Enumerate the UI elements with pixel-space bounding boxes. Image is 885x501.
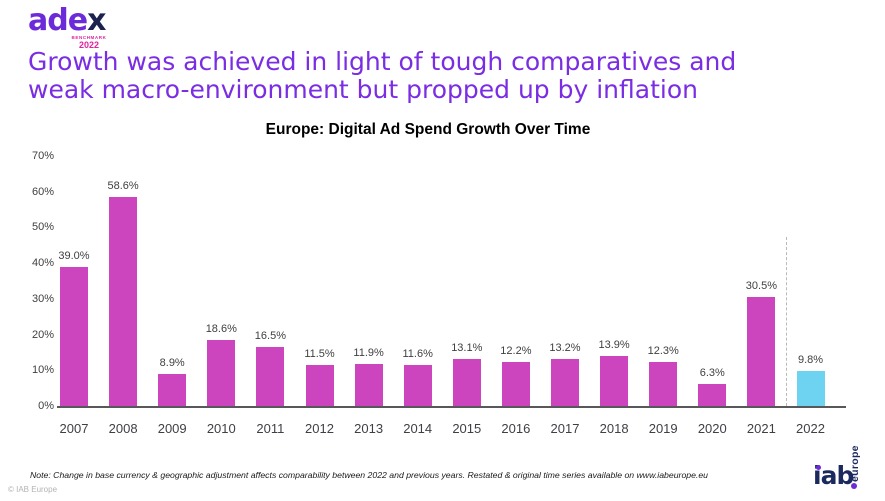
x-axis-label: 2019 <box>648 421 678 436</box>
x-axis-label: 2017 <box>550 421 580 436</box>
x-axis-label: 2009 <box>157 421 187 436</box>
bar-2016 <box>501 362 530 406</box>
bar-value-label: 13.9% <box>598 339 630 352</box>
bar-2018 <box>600 356 629 406</box>
iab-logo-period-dot <box>851 483 857 489</box>
bar-2015 <box>452 359 481 406</box>
y-axis-tick: 50% <box>31 221 54 234</box>
y-axis-tick: 40% <box>31 257 54 270</box>
adex-logo: adex BENCHMARK 2022 <box>28 3 106 51</box>
adex-logo-subtext: BENCHMARK 2022 <box>64 35 114 50</box>
iab-europe-logo: iab europe <box>813 436 871 494</box>
y-axis-tick: 70% <box>31 150 54 162</box>
page-title-line2: weak macro-environment but propped up by… <box>28 75 698 104</box>
bar-value-label: 11.5% <box>304 347 335 360</box>
x-axis-label: 2010 <box>206 421 236 436</box>
x-axis-label: 2022 <box>796 421 825 436</box>
adex-logo-wordmark: adex <box>28 3 106 38</box>
x-axis-label: 2018 <box>599 421 629 436</box>
bar-value-label: 58.6% <box>107 179 139 192</box>
bar-2009 <box>158 374 187 406</box>
bar-2010 <box>207 339 236 406</box>
bar-2012 <box>305 364 334 406</box>
bar-value-label: 16.5% <box>254 330 286 343</box>
iab-logo-i-dot <box>816 465 821 470</box>
bar-2022 <box>796 371 825 406</box>
bar-value-label: 18.6% <box>205 322 237 335</box>
bar-value-label: 13.1% <box>451 342 483 355</box>
bar-value-label: 8.9% <box>159 357 185 370</box>
x-axis-label: 2015 <box>452 421 482 436</box>
y-axis-tick: 20% <box>31 328 54 341</box>
bar-value-label: 12.2% <box>500 345 532 358</box>
bar-2021 <box>747 297 776 406</box>
bar-2007 <box>60 266 88 406</box>
x-axis-label: 2014 <box>403 421 433 436</box>
x-axis-label: 2012 <box>305 421 334 436</box>
bar-2011 <box>256 347 285 406</box>
y-axis-tick: 30% <box>31 292 54 305</box>
footnote: Note: Change in base currency & geograph… <box>30 470 709 480</box>
x-axis-line <box>57 406 846 408</box>
y-axis-tick: 10% <box>31 364 54 377</box>
bar-value-label: 9.8% <box>797 354 824 366</box>
x-axis-label: 2020 <box>697 421 727 436</box>
bar-2017 <box>551 358 579 406</box>
adex-logo-x: x <box>87 3 106 38</box>
bar-value-label: 30.5% <box>745 280 777 293</box>
bar-2008 <box>109 196 138 406</box>
y-axis-tick: 60% <box>31 185 54 198</box>
bar-value-label: 13.2% <box>549 341 581 354</box>
iab-logo-europe-text: europe <box>849 445 861 482</box>
y-axis-tick: 0% <box>38 400 54 412</box>
bar-value-label: 39.0% <box>58 249 90 262</box>
chart-title: Europe: Digital Ad Spend Growth Over Tim… <box>265 121 591 138</box>
bar-2019 <box>649 362 678 406</box>
adex-logo-main: ade <box>28 3 88 38</box>
x-axis-label: 2013 <box>354 421 384 436</box>
restated-series-separator-line <box>785 237 787 406</box>
bar-2020 <box>698 383 727 406</box>
page-title: Growth was achieved in light of tough co… <box>28 48 868 104</box>
bar-2014 <box>403 364 432 406</box>
adex-benchmark-label: BENCHMARK <box>71 35 107 40</box>
x-axis-label: 2016 <box>501 421 531 436</box>
bar-value-label: 12.3% <box>647 345 679 358</box>
bar-value-label: 11.9% <box>353 346 384 359</box>
x-axis-label: 2008 <box>108 421 138 436</box>
x-axis-label: 2021 <box>746 421 776 436</box>
page-title-line1: Growth was achieved in light of tough co… <box>28 47 737 76</box>
bar-2013 <box>354 363 383 406</box>
adex-benchmark-year: 2022 <box>78 40 100 50</box>
x-axis-label: 2011 <box>256 421 285 436</box>
bar-value-label: 11.6% <box>402 347 433 360</box>
bar-value-label: 6.3% <box>699 366 725 379</box>
copyright: © IAB Europe <box>8 485 58 494</box>
x-axis-label: 2007 <box>59 421 89 436</box>
